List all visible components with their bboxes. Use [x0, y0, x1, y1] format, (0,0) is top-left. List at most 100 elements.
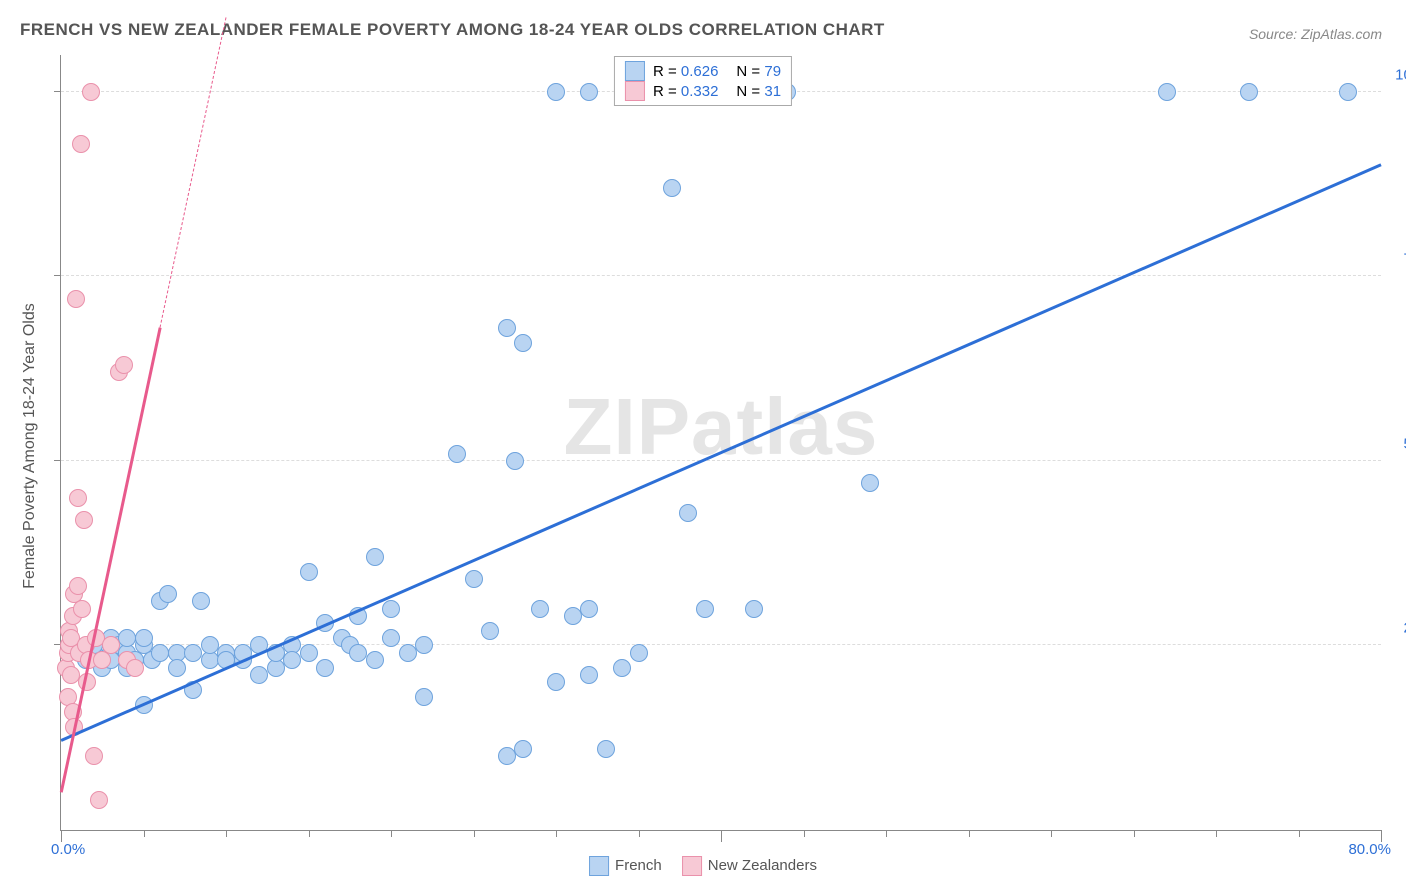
data-point: [102, 636, 120, 654]
data-point: [663, 179, 681, 197]
x-min-label: 0.0%: [51, 841, 85, 858]
x-tick: [804, 830, 805, 837]
chart-title: FRENCH VS NEW ZEALANDER FEMALE POVERTY A…: [20, 20, 885, 40]
legend-series: French New Zealanders: [589, 856, 817, 876]
x-tick: [639, 830, 640, 837]
gridline: [61, 275, 1381, 276]
data-point: [72, 135, 90, 153]
data-point: [90, 791, 108, 809]
data-point: [481, 622, 499, 640]
x-tick: [226, 830, 227, 837]
data-point: [250, 666, 268, 684]
x-tick: [886, 830, 887, 837]
data-point: [366, 548, 384, 566]
data-point: [514, 334, 532, 352]
data-point: [498, 747, 516, 765]
data-point: [679, 504, 697, 522]
data-point: [399, 644, 417, 662]
y-axis-label: Female Poverty Among 18-24 Year Olds: [21, 303, 39, 589]
data-point: [506, 452, 524, 470]
trend-line: [60, 327, 161, 793]
trend-line-extension: [160, 18, 227, 328]
data-point: [69, 489, 87, 507]
y-tick: [54, 275, 61, 276]
y-tick-label: 100.0%: [1386, 66, 1406, 83]
legend-n-label: N = 79: [736, 63, 781, 80]
data-point: [366, 651, 384, 669]
x-tick-major: [721, 830, 722, 842]
data-point: [135, 629, 153, 647]
data-point: [861, 474, 879, 492]
data-point: [382, 600, 400, 618]
data-point: [115, 356, 133, 374]
data-point: [531, 600, 549, 618]
data-point: [349, 644, 367, 662]
data-point: [1158, 83, 1176, 101]
x-max-label: 80.0%: [1348, 841, 1391, 858]
data-point: [498, 319, 516, 337]
data-point: [382, 629, 400, 647]
legend-swatch: [589, 856, 609, 876]
legend-stat-row: R = 0.626N = 79: [625, 61, 781, 81]
data-point: [696, 600, 714, 618]
x-tick: [391, 830, 392, 837]
data-point: [184, 644, 202, 662]
x-tick: [969, 830, 970, 837]
x-tick: [309, 830, 310, 837]
legend-series-label: New Zealanders: [708, 857, 817, 874]
legend-swatch: [625, 81, 645, 101]
data-point: [415, 688, 433, 706]
data-point: [73, 600, 91, 618]
data-point: [168, 659, 186, 677]
x-tick: [1299, 830, 1300, 837]
y-tick-label: 50.0%: [1386, 435, 1406, 452]
plot-area: ZIPatlas 25.0%50.0%75.0%100.0%0.0%80.0%: [60, 55, 1381, 831]
data-point: [151, 644, 169, 662]
data-point: [126, 659, 144, 677]
data-point: [547, 83, 565, 101]
data-point: [465, 570, 483, 588]
data-point: [514, 740, 532, 758]
legend-series-item: French: [589, 856, 662, 876]
data-point: [159, 585, 177, 603]
data-point: [316, 659, 334, 677]
data-point: [580, 666, 598, 684]
legend-r-label: R = 0.332: [653, 83, 718, 100]
x-tick: [556, 830, 557, 837]
y-tick-label: 75.0%: [1386, 251, 1406, 268]
data-point: [300, 563, 318, 581]
x-tick: [1216, 830, 1217, 837]
x-tick: [474, 830, 475, 837]
legend-swatch: [625, 61, 645, 81]
data-point: [69, 577, 87, 595]
data-point: [118, 629, 136, 647]
data-point: [547, 673, 565, 691]
data-point: [745, 600, 763, 618]
data-point: [580, 600, 598, 618]
data-point: [1240, 83, 1258, 101]
source-prefix: Source:: [1249, 26, 1301, 42]
data-point: [192, 592, 210, 610]
data-point: [580, 83, 598, 101]
x-tick: [144, 830, 145, 837]
y-tick-label: 25.0%: [1386, 620, 1406, 637]
legend-stat-row: R = 0.332N = 31: [625, 81, 781, 101]
legend-swatch: [682, 856, 702, 876]
gridline: [61, 460, 1381, 461]
data-point: [82, 83, 100, 101]
data-point: [613, 659, 631, 677]
data-point: [75, 511, 93, 529]
legend-series-item: New Zealanders: [682, 856, 817, 876]
data-point: [283, 651, 301, 669]
legend-series-label: French: [615, 857, 662, 874]
data-point: [1339, 83, 1357, 101]
data-point: [67, 290, 85, 308]
y-tick: [54, 460, 61, 461]
x-tick: [1051, 830, 1052, 837]
data-point: [448, 445, 466, 463]
trend-line: [61, 163, 1382, 741]
data-point: [597, 740, 615, 758]
x-tick: [1134, 830, 1135, 837]
source-name: ZipAtlas.com: [1301, 26, 1382, 42]
data-point: [201, 636, 219, 654]
